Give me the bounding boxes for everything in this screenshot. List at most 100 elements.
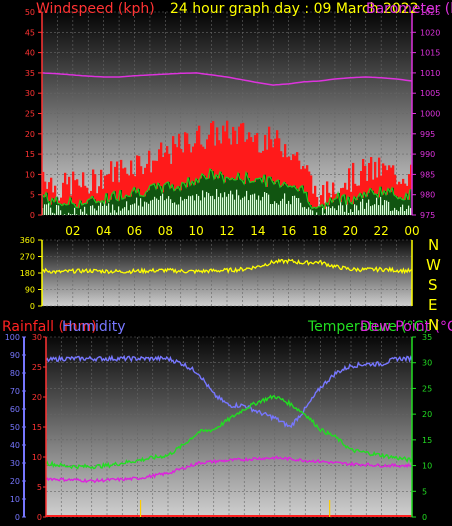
lull-bar <box>300 202 302 215</box>
lull-bar <box>236 189 238 215</box>
y-tick-label: 270 <box>20 253 35 262</box>
temperature-line <box>45 394 413 470</box>
average-bar <box>80 200 83 215</box>
lull-bar <box>52 212 54 215</box>
barometer-line <box>41 72 413 86</box>
average-bar <box>76 207 79 215</box>
gust-bar <box>50 177 53 215</box>
rain-tick-label: 15 <box>32 423 42 432</box>
lull-bar <box>338 205 340 215</box>
y2-tick-label: 1020 <box>420 28 440 37</box>
humidity-tick-label: 100 <box>5 333 20 342</box>
lull-bar <box>76 214 78 215</box>
average-bar <box>336 198 339 215</box>
x-tick-label: 00 <box>404 224 419 238</box>
y-tick-label: 25 <box>25 110 35 119</box>
lull-bar <box>90 205 92 215</box>
average-bar <box>316 208 319 215</box>
lull-bar <box>346 203 348 215</box>
gust-bar <box>142 174 145 215</box>
lull-bar <box>170 199 172 215</box>
gust-bar <box>92 169 95 215</box>
lull-bar <box>210 196 212 215</box>
temp-tick-label: 35 <box>422 333 432 342</box>
windspeed-series <box>41 72 413 215</box>
lull-bar <box>360 201 362 215</box>
x-tick-label: 06 <box>127 224 142 238</box>
average-bar <box>260 177 263 215</box>
lull-bar <box>230 190 232 215</box>
humidity-axis-title: Humidity <box>62 319 125 335</box>
lull-bar <box>114 210 116 215</box>
average-bar <box>358 196 361 215</box>
average-bar <box>200 178 203 215</box>
lull-bar <box>222 197 224 215</box>
lull-bar <box>308 207 310 215</box>
average-bar <box>214 178 217 215</box>
average-bar <box>114 191 117 215</box>
gust-bar <box>322 185 325 215</box>
dewpoint-line <box>45 455 413 484</box>
lull-bar <box>310 209 312 215</box>
average-bar <box>392 187 395 215</box>
lull-bar <box>384 200 386 215</box>
humidity-tick-label: 10 <box>10 495 20 504</box>
gust-bar <box>130 160 133 215</box>
average-bar <box>46 192 49 215</box>
lull-bar <box>316 212 318 215</box>
lull-bar <box>68 212 70 215</box>
average-bar <box>256 178 259 215</box>
average-bar <box>382 194 385 215</box>
lull-bar <box>100 202 102 215</box>
gust-bar <box>128 175 131 215</box>
average-bar <box>86 203 89 215</box>
gust-bar <box>136 155 139 215</box>
lull-bar <box>104 200 106 215</box>
lull-bar <box>274 201 276 215</box>
y2-tick-label: 975 <box>420 211 435 220</box>
lull-bar <box>212 195 214 215</box>
lull-bar <box>342 205 344 215</box>
average-bar <box>302 185 305 215</box>
lull-bar <box>178 204 180 215</box>
average-bar <box>364 192 367 215</box>
lull-bar <box>284 193 286 215</box>
lull-bar <box>54 213 56 215</box>
average-bar <box>394 195 397 215</box>
average-bar <box>226 177 229 215</box>
average-bar <box>60 203 63 215</box>
lull-bar <box>390 211 392 215</box>
lull-bar <box>304 206 306 215</box>
lull-bar <box>164 200 166 215</box>
rain-tick-label: 25 <box>32 363 42 372</box>
graph-title: 24 hour graph day : 09 March 2022 <box>170 1 419 17</box>
average-bar <box>290 185 293 215</box>
gust-bar <box>48 182 51 215</box>
gust-bar <box>326 181 329 215</box>
gust-bar <box>394 174 397 215</box>
average-bar <box>194 184 197 215</box>
average-bar <box>248 178 251 215</box>
lull-bar <box>296 198 298 215</box>
average-bar <box>132 191 135 215</box>
lull-bar <box>394 207 396 215</box>
gust-bar <box>78 185 81 215</box>
lull-bar <box>48 203 50 215</box>
average-bar <box>158 183 161 215</box>
lull-bar <box>378 205 380 215</box>
lull-bar <box>224 192 226 215</box>
lull-bar <box>350 209 352 215</box>
gust-bar <box>384 165 387 215</box>
lull-bar <box>190 196 192 215</box>
gust-bar <box>218 140 221 215</box>
lull-bar <box>348 212 350 215</box>
gust-bar <box>314 185 317 215</box>
gust-bar <box>284 144 287 215</box>
gust-bar <box>212 121 215 215</box>
gust-bar <box>72 171 75 215</box>
gust-bar <box>222 125 225 215</box>
temp-tick-label: 25 <box>422 384 432 393</box>
average-bar <box>348 196 351 215</box>
lull-bar <box>328 206 330 215</box>
